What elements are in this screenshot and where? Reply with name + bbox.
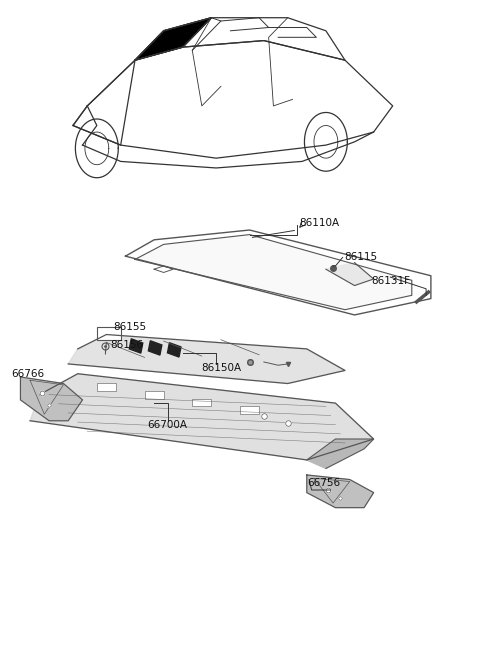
Polygon shape <box>30 374 373 460</box>
Text: 86110A: 86110A <box>300 218 340 228</box>
Polygon shape <box>326 262 373 285</box>
Text: 86115: 86115 <box>344 253 377 262</box>
Polygon shape <box>135 18 211 60</box>
Text: 86156: 86156 <box>110 340 144 350</box>
Text: 66700A: 66700A <box>147 420 187 430</box>
Text: 86155: 86155 <box>114 321 147 332</box>
Text: 66766: 66766 <box>11 369 44 379</box>
Bar <box>148 340 162 355</box>
Bar <box>240 406 259 414</box>
Polygon shape <box>21 377 83 420</box>
Bar <box>192 399 211 406</box>
Polygon shape <box>68 335 345 384</box>
Bar <box>144 391 164 399</box>
Bar <box>168 342 181 357</box>
Polygon shape <box>307 475 373 508</box>
Text: 86131F: 86131F <box>371 276 410 286</box>
Bar <box>97 383 116 391</box>
Polygon shape <box>73 60 135 145</box>
Polygon shape <box>307 439 373 468</box>
Polygon shape <box>135 235 412 310</box>
Text: 66756: 66756 <box>307 478 340 489</box>
FancyBboxPatch shape <box>97 327 120 340</box>
Text: 86150A: 86150A <box>201 363 241 373</box>
Bar <box>129 338 143 353</box>
